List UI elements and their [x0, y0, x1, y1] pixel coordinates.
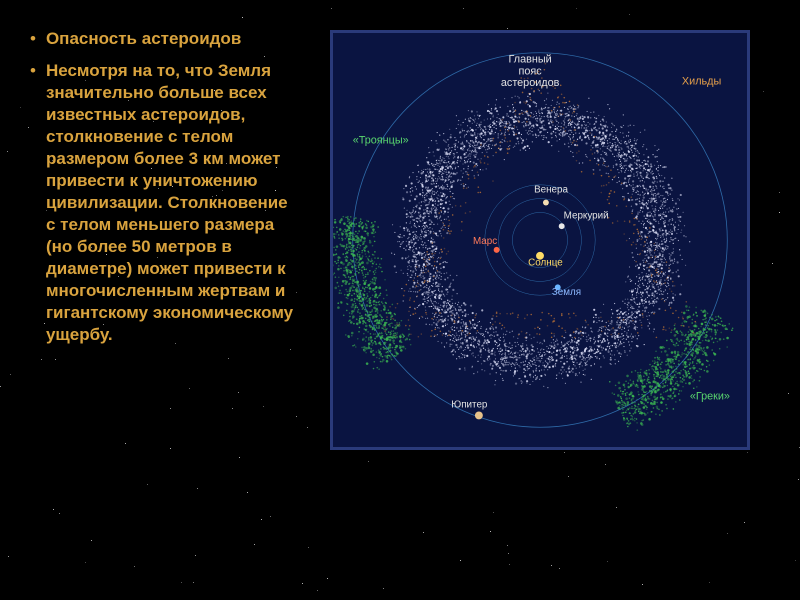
bullet-text-2: Несмотря на то, что Земля значительно бо… — [46, 60, 296, 346]
bullet-2: • Несмотря на то, что Земля значительно … — [30, 60, 296, 346]
asteroid-diagram: СолнцеМеркурийВенераЗемляМарсЮпитерГлавн… — [330, 30, 750, 450]
diagram-panel: СолнцеМеркурийВенераЗемляМарсЮпитерГлавн… — [310, 0, 800, 600]
bullet-1: • Опасность астероидов — [30, 28, 296, 50]
bullet-text-1: Опасность астероидов — [46, 28, 241, 50]
bullet-marker: • — [30, 28, 36, 50]
bullet-marker: • — [30, 60, 36, 346]
text-panel: • Опасность астероидов • Несмотря на то,… — [0, 0, 310, 600]
